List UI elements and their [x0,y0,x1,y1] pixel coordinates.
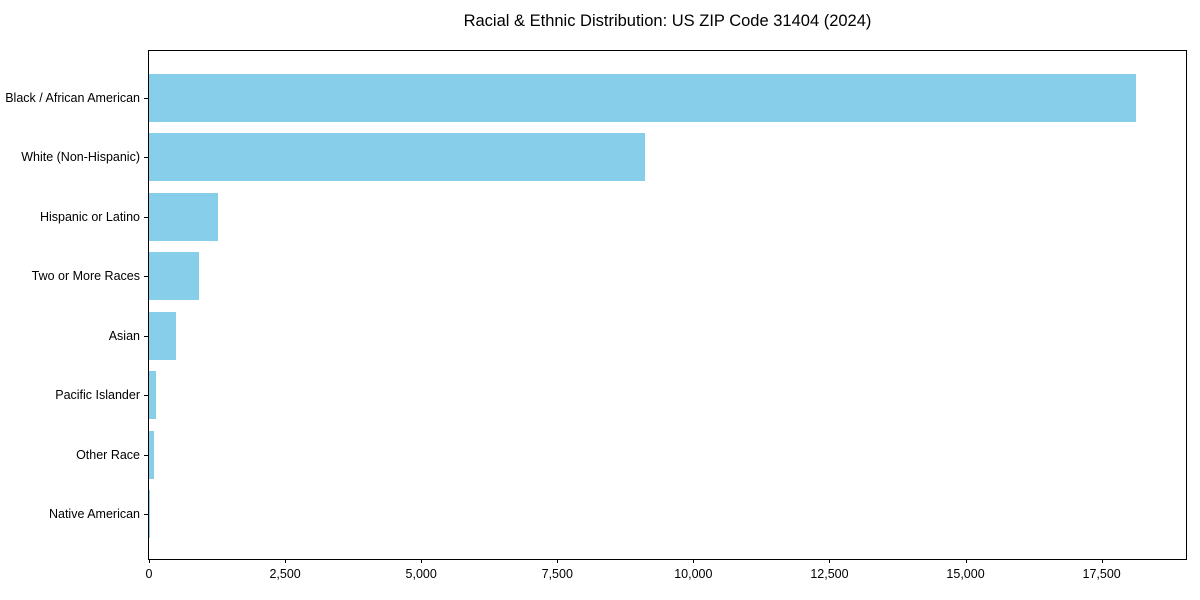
x-tick-label-0: 0 [145,567,153,581]
y-tick-mark [144,276,148,278]
bar-hispanic-or-latino [149,192,218,241]
x-tick-mark [421,559,423,563]
x-tick-mark [829,559,831,563]
bar-two-or-more-races [149,252,199,301]
bar-other-race [149,430,154,479]
bar-native-american [149,490,151,539]
y-tick-label-hispanic-or-latino: Hispanic or Latino [39,209,140,224]
x-tick-mark [1101,559,1103,563]
x-tick-label-12500: 12,500 [810,567,849,581]
x-tick-mark [149,559,150,563]
x-tick-label-10000: 10,000 [674,567,713,581]
y-tick-mark [144,216,148,218]
y-tick-label-black-african-american: Black / African American [5,90,140,105]
x-tick-label-15000: 15,000 [946,567,985,581]
bar-black-african-american [149,73,1137,122]
y-tick-mark [144,395,148,397]
y-tick-label-native-american: Native American [48,507,140,522]
y-tick-mark [144,157,148,159]
y-tick-mark [144,335,148,337]
x-tick-mark [557,559,559,563]
x-tick-mark [285,559,287,563]
x-tick-label-7500: 7,500 [541,567,573,581]
bar-white-non-hispanic [149,133,646,182]
y-tick-mark [144,514,148,516]
y-tick-label-pacific-islander: Pacific Islander [55,388,140,403]
y-tick-label-other-race: Other Race [76,447,140,462]
x-tick-label-5000: 5,000 [405,567,437,581]
plot-area [148,50,1187,560]
y-tick-mark [144,454,148,456]
y-tick-mark [144,97,148,99]
y-tick-label-two-or-more-races: Two or More Races [31,269,140,284]
y-tick-label-white-non-hispanic: White (Non-Hispanic) [21,150,140,165]
bar-asian [149,311,176,360]
bar-pacific-islander [149,371,156,420]
x-tick-label-2500: 2,500 [269,567,301,581]
x-tick-mark [965,559,967,563]
y-tick-label-asian: Asian [108,328,140,343]
chart-title: Racial & Ethnic Distribution: US ZIP Cod… [463,12,872,30]
x-tick-mark [693,559,695,563]
x-tick-label-17500: 17,500 [1082,567,1121,581]
